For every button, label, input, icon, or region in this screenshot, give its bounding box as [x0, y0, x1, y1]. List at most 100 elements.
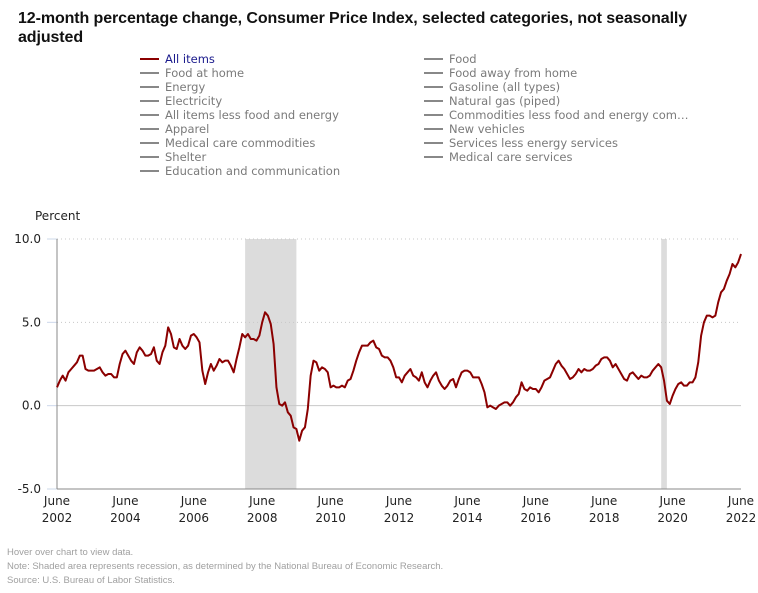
axes [56, 239, 741, 490]
x-tick-month: June [111, 494, 138, 508]
legend-label: Apparel [165, 122, 210, 136]
y-axis-label: Percent [35, 209, 81, 223]
x-tick-label: June 2008 [247, 494, 278, 525]
legend-item-new-vehicles[interactable]: New vehicles [424, 122, 525, 136]
legend-line-swatch-icon [424, 155, 443, 158]
legend-label: Electricity [165, 94, 223, 108]
x-tick-month: June [317, 494, 344, 508]
x-tick-month: June [522, 494, 549, 508]
legend-label: New vehicles [449, 122, 525, 136]
x-tick-labels: June 2002 June 2004 June 2006 June 2008 June 2010… [42, 494, 757, 525]
x-tick-month: June [453, 494, 480, 508]
y-tick-label: 10.0 [14, 232, 41, 246]
hover-hint: Hover over chart to view data. [7, 547, 134, 558]
legend-label: Shelter [165, 150, 207, 164]
legend-line-swatch-icon [424, 85, 443, 88]
series-layer [56, 253, 742, 442]
legend-item-natural-gas-piped[interactable]: Natural gas (piped) [424, 94, 560, 108]
legend-label: Natural gas (piped) [449, 94, 561, 108]
x-tick-label: June 2018 [589, 494, 620, 525]
x-tick-year: 2002 [42, 511, 73, 525]
x-tick-year: 2018 [589, 511, 620, 525]
legend-item-electricity[interactable]: Electricity [140, 94, 222, 108]
x-tick-label: June 2020 [657, 494, 688, 525]
x-tick-label: June 2006 [179, 494, 210, 525]
legend-line-swatch-icon [140, 155, 159, 158]
x-tick-month: June [248, 494, 275, 508]
legend-label: All items less food and energy [165, 108, 339, 122]
legend-line-swatch-icon [140, 71, 159, 74]
legend-item-commodities-less-food-and-energy-com[interactable]: Commodities less food and energy com… [424, 108, 689, 122]
legend-item-services-less-energy-services[interactable]: Services less energy services [424, 136, 618, 150]
recession-note: Note: Shaded area represents recession, … [7, 561, 444, 572]
legend-item-all-items-less-food-and-energy[interactable]: All items less food and energy [140, 108, 339, 122]
legend-line-swatch-icon [424, 99, 443, 102]
legend-line-swatch-icon [140, 99, 159, 102]
legend-item-medical-care-commodities[interactable]: Medical care commodities [140, 136, 315, 150]
legend-item-medical-care-services[interactable]: Medical care services [424, 150, 572, 164]
y-tick-label: 5.0 [22, 315, 41, 329]
x-tick-year: 2012 [384, 511, 415, 525]
x-tick-label: June 2016 [521, 494, 552, 525]
legend-label: Services less energy services [449, 136, 618, 150]
source-note: Source: U.S. Bureau of Labor Statistics. [7, 575, 175, 586]
legend-label: Energy [165, 80, 206, 94]
legend-label: Food [449, 52, 477, 66]
legend-item-apparel[interactable]: Apparel [140, 122, 209, 136]
x-tick-month: June [727, 494, 754, 508]
recession-band [245, 239, 297, 489]
legend-label: Medical care commodities [165, 136, 316, 150]
legend-label: Gasoline (all types) [449, 80, 561, 94]
x-tick-label: June 2010 [315, 494, 346, 525]
legend-line-swatch-icon [424, 127, 443, 130]
gridlines [47, 238, 741, 490]
x-tick-label: June 2012 [384, 494, 415, 525]
legend-line-swatch-icon [140, 113, 159, 116]
legend-label: Education and communication [165, 164, 341, 178]
legend-label: Commodities less food and energy com… [449, 108, 689, 122]
legend-label: Medical care services [449, 150, 573, 164]
recession-shading-layer [245, 239, 667, 489]
legend-label: Food away from home [449, 66, 578, 80]
series-line-all-items[interactable] [56, 253, 742, 442]
x-tick-year: 2004 [110, 511, 141, 525]
legend-line-swatch-icon [140, 57, 159, 60]
x-tick-year: 2020 [657, 511, 688, 525]
legend-line-swatch-icon [140, 127, 159, 130]
y-tick-labels: -5.0 0.0 5.0 10.0 [14, 232, 41, 496]
x-tick-month: June [43, 494, 70, 508]
x-tick-year: 2014 [452, 511, 483, 525]
x-tick-year: 2016 [521, 511, 552, 525]
legend-item-education-and-communication[interactable]: Education and communication [140, 164, 340, 178]
chart-notes: Hover over chart to view data. Note: Sha… [7, 546, 443, 588]
x-tick-month: June [659, 494, 686, 508]
x-tick-label: June 2022 [726, 494, 757, 525]
recession-band [661, 239, 667, 489]
x-tick-month: June [180, 494, 207, 508]
legend-line-swatch-icon [140, 141, 159, 144]
legend-item-shelter[interactable]: Shelter [140, 150, 206, 164]
y-tick-label: 0.0 [22, 399, 41, 413]
x-tick-year: 2008 [247, 511, 278, 525]
x-tick-label: June 2004 [110, 494, 141, 525]
legend-item-gasoline-all-types[interactable]: Gasoline (all types) [424, 80, 560, 94]
x-tick-month: June [590, 494, 617, 508]
legend-item-food[interactable]: Food [424, 52, 477, 66]
x-tick-label: June 2002 [42, 494, 73, 525]
x-tick-year: 2006 [179, 511, 210, 525]
legend-item-food-away-from-home[interactable]: Food away from home [424, 66, 577, 80]
legend-item-energy[interactable]: Energy [140, 80, 205, 94]
legend-line-swatch-icon [140, 169, 159, 172]
legend-item-all-items[interactable]: All items [140, 52, 215, 66]
legend-line-swatch-icon [424, 71, 443, 74]
legend-label: Food at home [165, 66, 245, 80]
x-tick-year: 2022 [726, 511, 757, 525]
legend-line-swatch-icon [424, 113, 443, 116]
y-tick-label: -5.0 [18, 482, 41, 496]
legend-line-swatch-icon [424, 57, 443, 60]
legend-line-swatch-icon [140, 85, 159, 88]
x-tick-label: June 2014 [452, 494, 483, 525]
legend-item-food-at-home[interactable]: Food at home [140, 66, 244, 80]
x-tick-year: 2010 [315, 511, 346, 525]
